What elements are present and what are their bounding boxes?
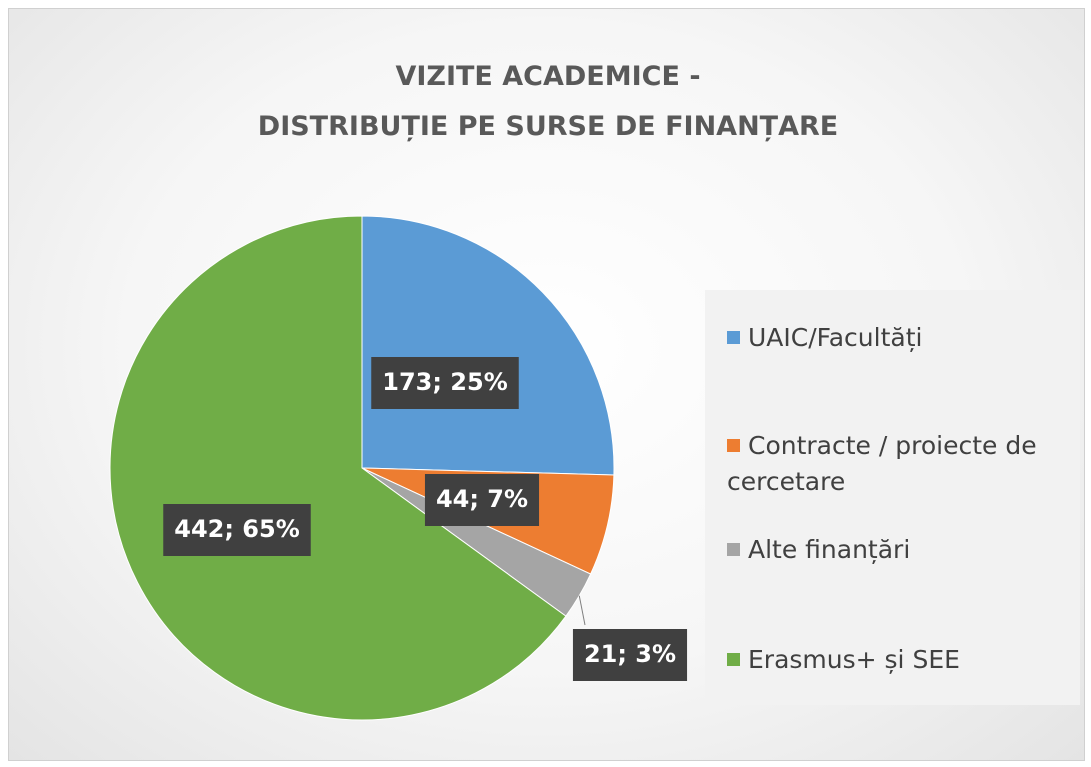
data-label: 173; 25%	[371, 357, 519, 409]
legend-label: Erasmus+ și SEE	[748, 645, 960, 674]
data-label-text: 21; 3%	[584, 640, 676, 668]
data-label-text: 44; 7%	[436, 485, 528, 513]
legend-item: UAIC/Facultăți	[727, 320, 1067, 356]
legend-swatch	[727, 653, 740, 666]
legend-swatch	[727, 439, 740, 452]
legend-label: Alte finanțări	[748, 535, 911, 564]
data-label: 442; 65%	[163, 504, 311, 556]
data-label-text: 442; 65%	[174, 515, 300, 543]
legend-item: Contracte / proiecte de cercetare	[727, 428, 1067, 500]
pie-slice	[109, 215, 567, 721]
legend-label: Contracte / proiecte de cercetare	[727, 431, 1037, 496]
legend-swatch	[727, 331, 740, 344]
data-label: 21; 3%	[572, 629, 688, 681]
data-label-box	[424, 474, 540, 526]
chart-title: DISTRIBUȚIE PE SURSE DE FINANȚARE	[258, 111, 838, 142]
chart-title: VIZITE ACADEMICE -	[395, 61, 700, 92]
legend-label: UAIC/Facultăți	[748, 323, 923, 352]
leader-line	[578, 595, 586, 626]
pie-slice	[361, 215, 615, 476]
legend-swatch	[727, 543, 740, 556]
data-label-text: 173; 25%	[382, 368, 508, 396]
data-label-box	[163, 504, 311, 556]
data-label-box	[371, 357, 519, 409]
legend-item: Alte finanțări	[727, 532, 1067, 568]
legend-item: Erasmus+ și SEE	[727, 642, 1067, 678]
data-label: 44; 7%	[424, 474, 540, 526]
legend: UAIC/Facultăți Contracte / proiecte de ce…	[705, 290, 1080, 705]
data-label-box	[572, 629, 688, 681]
